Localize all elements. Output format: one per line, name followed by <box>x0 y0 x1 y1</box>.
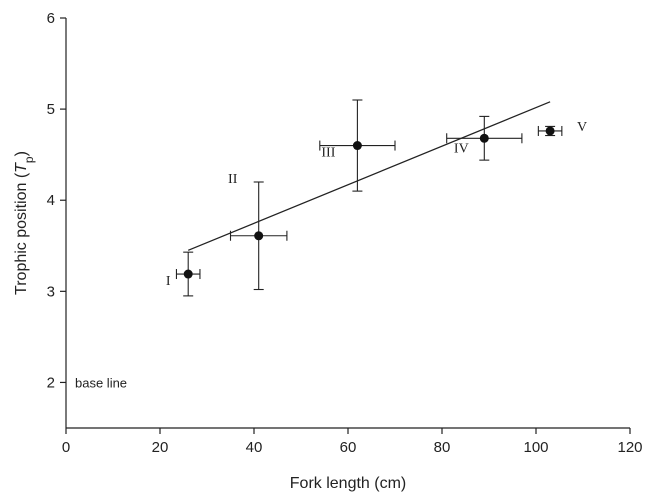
point-label: III <box>321 146 335 161</box>
x-tick-label: 120 <box>617 439 642 456</box>
data-point-IV: IV <box>446 115 523 161</box>
x-axis-title: Fork length (cm) <box>290 475 406 492</box>
point-marker <box>183 269 193 279</box>
x-tick-label: 100 <box>523 439 548 456</box>
x-tick-label: 40 <box>246 439 263 456</box>
y-tick-label: 6 <box>47 10 55 27</box>
trendline <box>187 101 551 251</box>
data-point-II: II <box>228 172 288 291</box>
point-label: V <box>577 120 587 135</box>
data-point-V: V <box>537 120 587 137</box>
y-axis-title-close: ) <box>13 151 30 156</box>
point-label: I <box>166 274 171 289</box>
point-marker <box>352 141 362 151</box>
x-tick-label: 0 <box>62 439 70 456</box>
data-point-III: III <box>319 99 396 192</box>
x-tick-label: 80 <box>434 439 451 456</box>
y-axis-title-italic: T <box>13 162 30 173</box>
point-marker <box>479 133 489 143</box>
y-axis-title-main: Trophic position ( <box>13 172 30 295</box>
y-axis-title: Trophic position (Tp) <box>13 151 36 295</box>
point-marker <box>545 126 555 136</box>
y-tick-label: 2 <box>47 374 55 391</box>
trendline-group <box>187 101 551 251</box>
y-tick-label: 4 <box>47 192 55 209</box>
axes: 0 20 40 60 80 100 120 2 3 4 5 6 <box>47 10 643 456</box>
x-tick-label: 60 <box>340 439 357 456</box>
point-label: II <box>228 172 238 187</box>
y-tick-label: 5 <box>47 101 55 118</box>
point-marker <box>254 231 264 241</box>
data-point-I: I <box>166 251 201 297</box>
y-tick-label: 3 <box>47 283 55 300</box>
point-label: IV <box>454 141 469 156</box>
baseline-annotation: base line <box>75 375 127 390</box>
x-tick-label: 20 <box>152 439 169 456</box>
y-axis-title-subscript: p <box>22 156 36 163</box>
